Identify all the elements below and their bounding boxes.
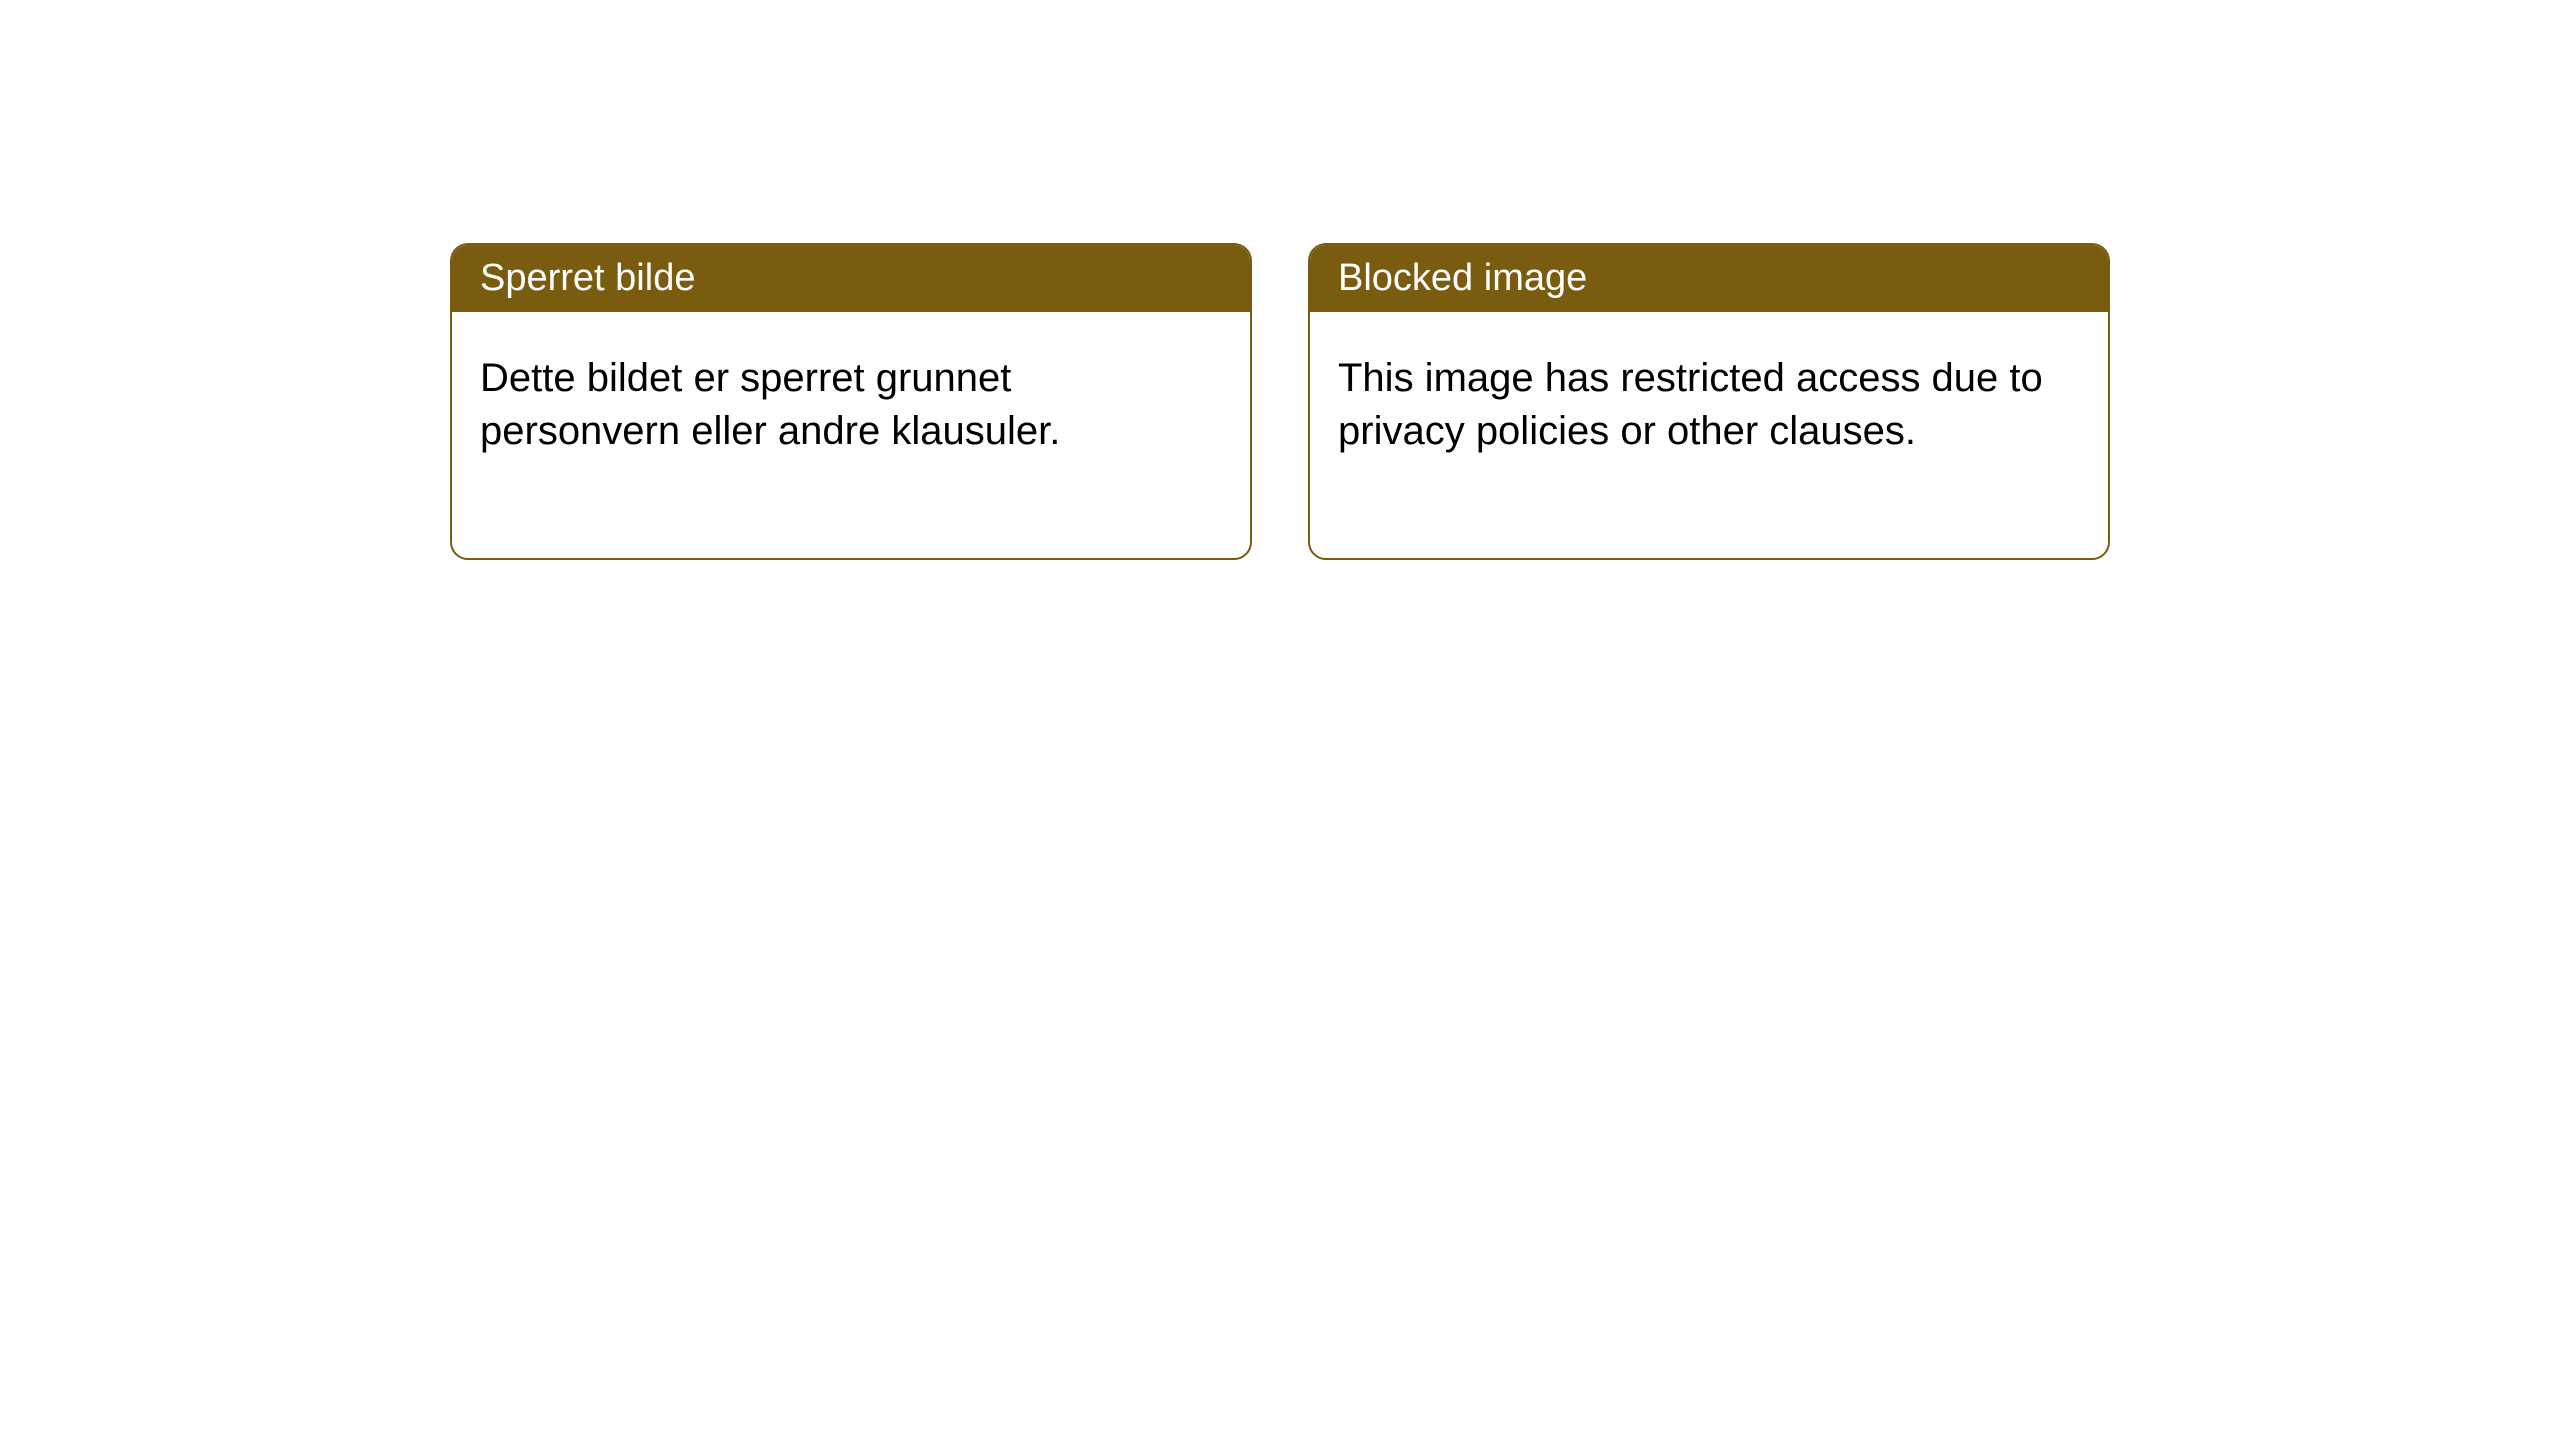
notice-card-title: Blocked image (1310, 245, 2108, 312)
notice-container: Sperret bilde Dette bildet er sperret gr… (0, 0, 2560, 560)
notice-card-title: Sperret bilde (452, 245, 1250, 312)
notice-card-norwegian: Sperret bilde Dette bildet er sperret gr… (450, 243, 1252, 560)
notice-card-body: Dette bildet er sperret grunnet personve… (452, 312, 1250, 558)
notice-card-body: This image has restricted access due to … (1310, 312, 2108, 558)
notice-card-english: Blocked image This image has restricted … (1308, 243, 2110, 560)
